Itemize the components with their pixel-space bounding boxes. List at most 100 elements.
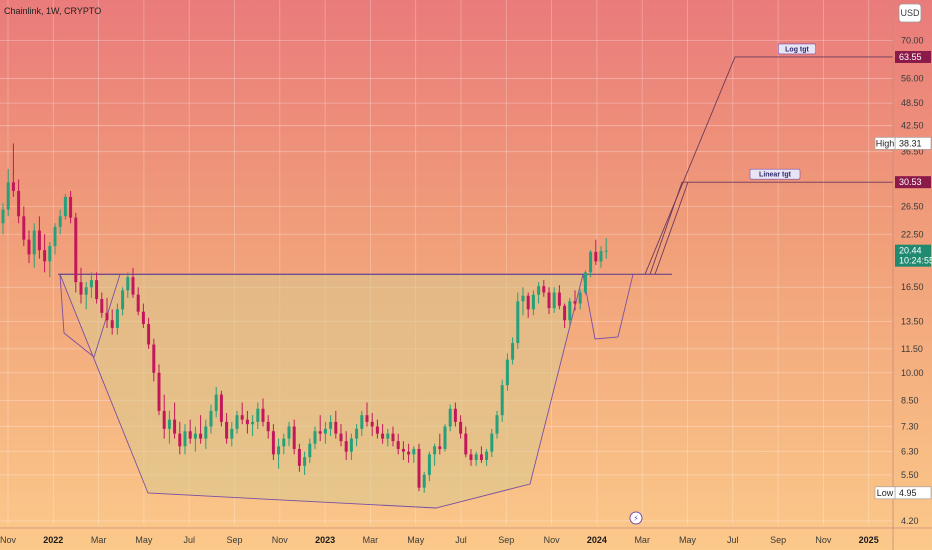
candle — [115, 303, 119, 335]
candle — [136, 287, 140, 316]
x-tick-label: May — [679, 535, 697, 545]
candle — [79, 267, 83, 304]
svg-text:4.95: 4.95 — [899, 488, 917, 498]
x-tick-label: Nov — [272, 535, 289, 545]
candle — [256, 402, 260, 429]
candle — [344, 431, 348, 460]
y-tick-label: 22.50 — [901, 229, 924, 239]
y-tick-label: 48.50 — [901, 98, 924, 108]
x-tick-label: Sep — [770, 535, 786, 545]
candle — [308, 438, 312, 463]
x-tick-label: Nov — [544, 535, 561, 545]
candle — [594, 239, 598, 265]
candle — [27, 230, 31, 264]
candle — [407, 443, 411, 463]
candle — [183, 424, 187, 455]
candle — [495, 410, 499, 439]
x-tick-label: Mar — [363, 535, 379, 545]
x-axis: Nov 2022 Mar May Jul Sep Nov 2023 Mar May Jul Sep No… — [0, 527, 932, 545]
candle — [490, 428, 494, 458]
flash-icon[interactable]: ⚡ — [629, 511, 643, 525]
currency-button[interactable]: USD — [898, 3, 922, 23]
candle — [485, 448, 489, 466]
svg-text:Log tgt: Log tgt — [785, 46, 809, 53]
candle — [386, 428, 390, 447]
candle — [443, 424, 447, 452]
candle — [511, 337, 515, 365]
svg-text:38.31: 38.31 — [899, 138, 922, 148]
price-tag: 63.55 — [895, 50, 931, 63]
candle — [370, 413, 374, 437]
right-handle-pattern — [582, 274, 634, 340]
candle — [199, 415, 203, 444]
target-annotation: Linear tgt — [749, 168, 801, 180]
y-tick-label: 70.00 — [901, 35, 924, 45]
y-tick-label: 13.50 — [901, 317, 924, 327]
candle — [542, 280, 546, 297]
y-axis: 4.20 5.50 6.30 7.30 8.50 10.00 11.50 13.50 16.50… — [892, 0, 924, 550]
svg-text:USD: USD — [900, 8, 920, 18]
x-tick-label: 2022 — [43, 535, 63, 545]
candle — [531, 290, 535, 316]
candle — [152, 338, 156, 382]
candle — [89, 272, 93, 298]
x-tick-label: Jul — [727, 535, 739, 545]
candle — [188, 419, 192, 444]
candle — [521, 287, 525, 316]
candle — [292, 419, 296, 455]
candle — [438, 433, 442, 455]
candle — [381, 424, 385, 444]
candles — [1, 143, 608, 493]
candle — [204, 419, 208, 449]
x-tick-label: Sep — [226, 535, 242, 545]
candle — [11, 143, 15, 197]
candle — [578, 289, 582, 310]
candle — [105, 297, 109, 328]
candle — [48, 242, 52, 278]
candle — [58, 209, 62, 235]
y-tick-label: 26.50 — [901, 201, 924, 211]
candle — [167, 410, 171, 444]
candle — [110, 309, 114, 335]
y-tick-label: 10.00 — [901, 368, 924, 378]
candle — [22, 206, 26, 247]
candle — [453, 402, 457, 427]
candle — [17, 179, 21, 224]
svg-text:Linear tgt: Linear tgt — [759, 172, 792, 179]
candle — [479, 446, 483, 463]
candle — [355, 424, 359, 447]
x-tick-label: 2024 — [587, 535, 607, 545]
candle — [563, 303, 567, 328]
candle — [147, 317, 151, 349]
candle — [235, 410, 239, 434]
y-tick-label: 7.30 — [901, 421, 919, 431]
candle — [141, 303, 145, 328]
candle — [396, 433, 400, 455]
candle — [464, 426, 468, 458]
candle — [391, 426, 395, 447]
candle — [412, 446, 416, 463]
candle — [100, 292, 104, 318]
x-tick-label: May — [135, 535, 153, 545]
candle — [303, 451, 307, 475]
candle — [474, 451, 478, 466]
candle — [573, 290, 577, 311]
candle — [53, 223, 57, 255]
candle — [417, 443, 421, 492]
y-tick-label: 42.50 — [901, 121, 924, 131]
candle — [69, 190, 73, 224]
candle — [589, 250, 593, 278]
candle — [547, 287, 551, 315]
candle — [334, 410, 338, 439]
chart-title: Chainlink, 1W, CRYPTO — [4, 6, 101, 16]
candle — [121, 287, 125, 316]
candle — [131, 267, 135, 298]
y-tick-label: 16.50 — [901, 282, 924, 292]
candle — [469, 448, 473, 466]
x-tick-label: 2023 — [315, 535, 335, 545]
linear-target-line — [649, 181, 893, 275]
